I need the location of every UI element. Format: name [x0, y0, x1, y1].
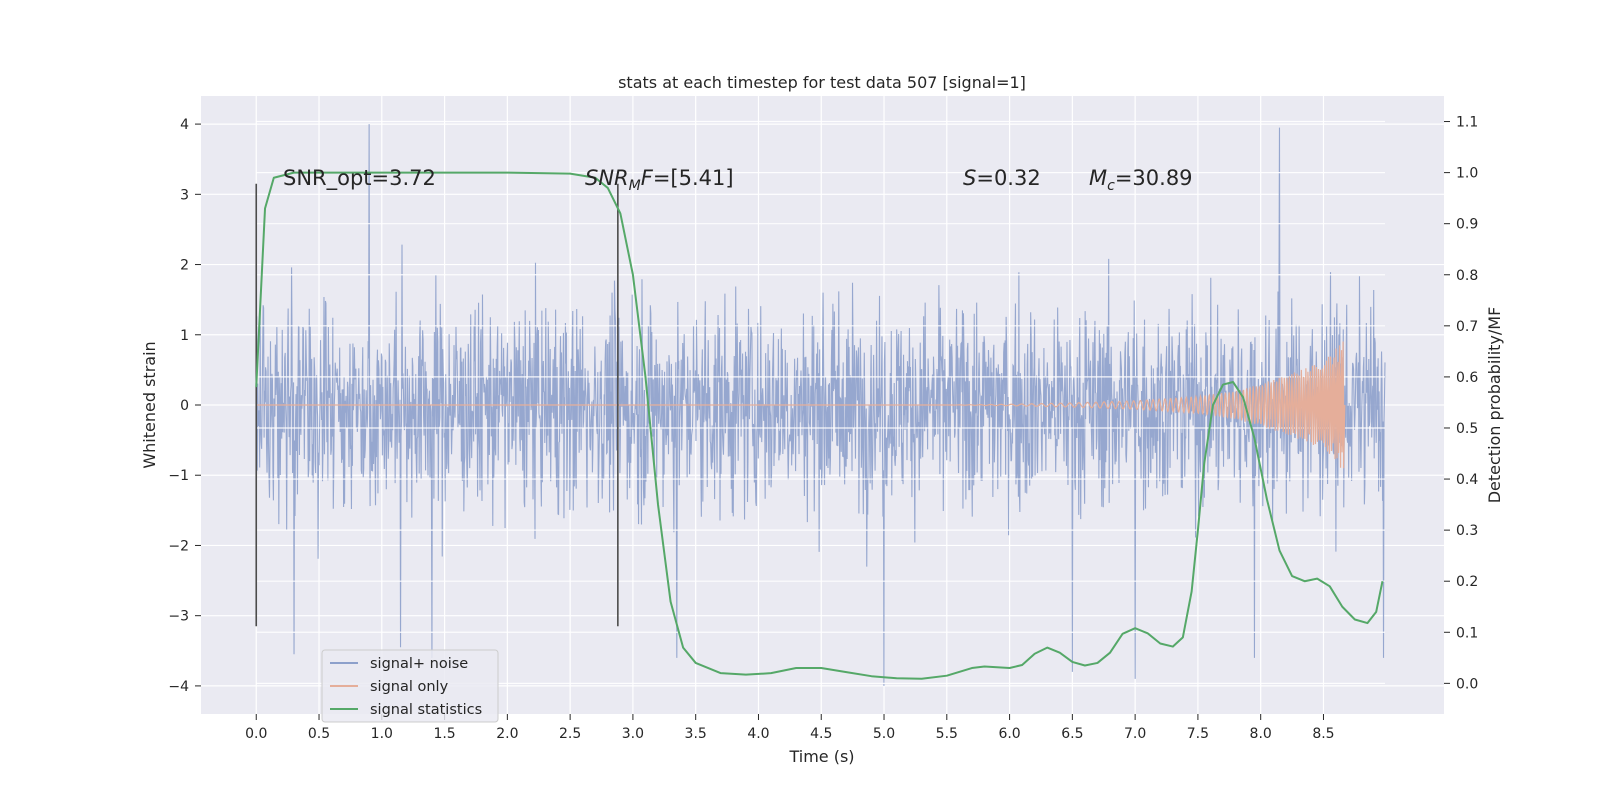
y-tick-label: −1	[168, 468, 189, 484]
annotation-snr-opt: SNR_opt=3.72	[283, 166, 436, 191]
y-tick-label: 2	[180, 258, 189, 274]
legend-label-signal-only: signal only	[370, 679, 449, 695]
y-tick-label: −2	[168, 538, 189, 554]
signal-only-series	[256, 341, 1346, 469]
x-tick-label: 0.0	[245, 726, 267, 742]
x-tick-label: 5.5	[936, 726, 958, 742]
x-tick-label: 8.0	[1250, 726, 1272, 742]
y-tick-label: 1	[180, 328, 189, 344]
y-tick-label: 0	[180, 398, 189, 414]
annotations: SNR_opt=3.72 SNRMF=[5.41] S=0.32 Mc=30.8…	[283, 166, 1193, 194]
x-tick-label: 3.0	[622, 726, 644, 742]
y2-tick-label: 0.0	[1456, 676, 1478, 692]
x-tick-label: 2.5	[559, 726, 581, 742]
x-tick-label: 6.5	[1061, 726, 1083, 742]
y-axis-right: 1.1 1.0 0.9 0.8 0.7 0.6 0.5 0.4 0.3 0.2 0.1 0.0	[1444, 115, 1478, 692]
annotation-chirp-mass: Mc=30.89	[1089, 166, 1193, 194]
annotation-s: S=0.32	[963, 166, 1041, 190]
x-tick-label: 4.0	[747, 726, 769, 742]
x-tick-label: 8.5	[1312, 726, 1334, 742]
y-tick-label: −3	[168, 609, 189, 625]
x-tick-label: 1.0	[371, 726, 393, 742]
y-axis-left: 4 3 2 1 0 −1 −2 −3 −4	[168, 117, 201, 695]
x-tick-label: 5.0	[873, 726, 895, 742]
signal-plus-noise-line	[255, 124, 1386, 686]
y2-axis-label: Detection probability/MF	[1485, 307, 1504, 504]
signal-statistics-line	[255, 171, 1384, 680]
legend: signal+ noise signal only signal statist…	[321, 649, 499, 723]
signal-only-line	[256, 341, 1346, 469]
y2-tick-label: 0.9	[1456, 217, 1478, 233]
chart-title: stats at each timestep for test data 507…	[618, 73, 1026, 92]
y2-tick-label: 0.3	[1456, 523, 1478, 539]
y2-tick-label: 0.2	[1456, 574, 1478, 590]
x-tick-label: 4.5	[810, 726, 832, 742]
legend-box	[321, 649, 499, 723]
x-tick-label: 7.0	[1124, 726, 1146, 742]
y2-tick-label: 0.5	[1456, 421, 1478, 437]
y2-tick-label: 0.8	[1456, 268, 1478, 284]
annotation-snr-mf: SNRMF=[5.41]	[585, 166, 734, 194]
x-tick-label: 6.0	[998, 726, 1020, 742]
legend-label-signal-noise: signal+ noise	[370, 656, 468, 672]
signal-plus-noise-series	[255, 120, 1386, 686]
y-tick-label: −4	[168, 679, 189, 695]
y-tick-label: 4	[180, 117, 189, 133]
y2-tick-label: 0.4	[1456, 472, 1478, 488]
y-tick-label: 3	[180, 187, 189, 203]
y2-tick-label: 0.6	[1456, 370, 1478, 386]
marker-lines	[255, 183, 619, 627]
x-tick-label: 2.0	[496, 726, 518, 742]
y-axis-label: Whitened strain	[140, 341, 159, 468]
x-tick-label: 7.5	[1187, 726, 1209, 742]
x-tick-label: 1.5	[433, 726, 455, 742]
x-axis: 0.0 0.5 1.0 1.5 2.0 2.5 3.0 3.5 4.0 4.5 5.0 5.5 6.0 6…	[245, 714, 1335, 742]
x-tick-label: 0.5	[308, 726, 330, 742]
signal-statistics-series	[255, 171, 1384, 680]
y2-tick-label: 1.0	[1456, 166, 1478, 182]
y2-tick-label: 0.1	[1456, 625, 1478, 641]
y2-tick-label: 1.1	[1456, 115, 1478, 131]
x-axis-label: Time (s)	[788, 747, 854, 766]
legend-label-signal-statistics: signal statistics	[370, 702, 482, 718]
x-tick-label: 3.5	[685, 726, 707, 742]
y2-tick-label: 0.7	[1456, 319, 1478, 335]
